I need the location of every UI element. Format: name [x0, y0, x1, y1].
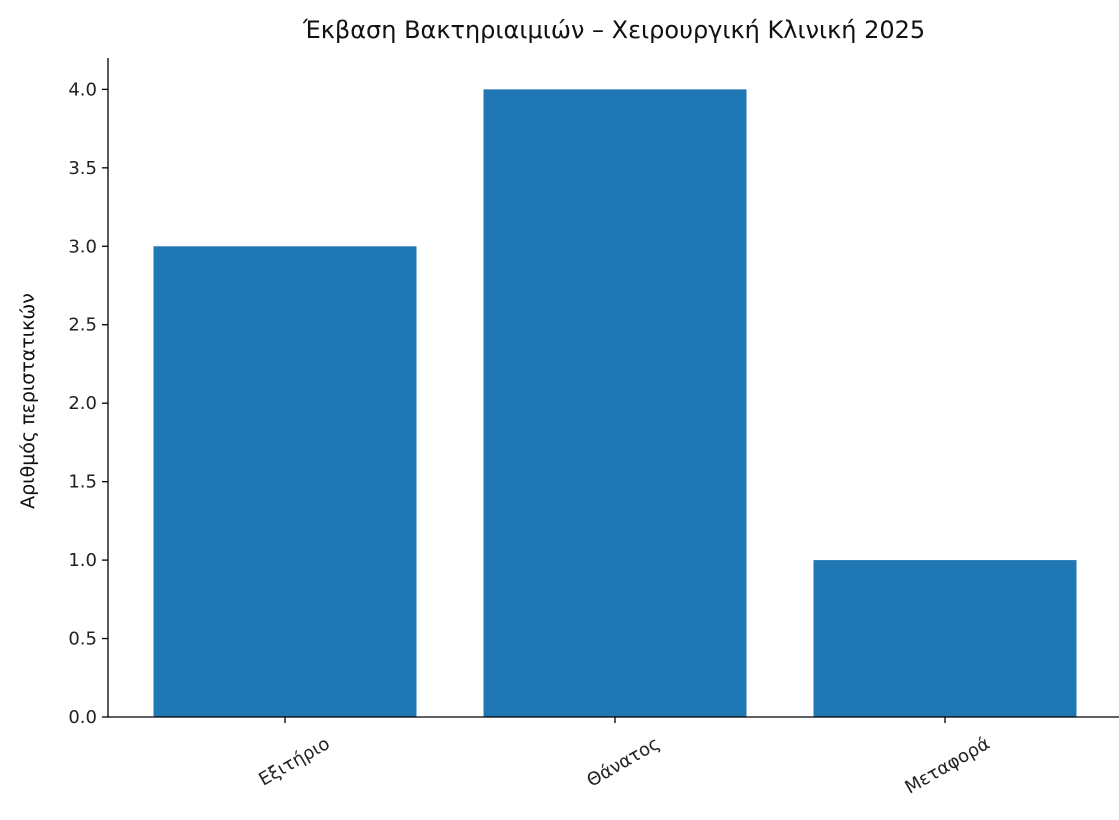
y-axis: 0.0 0.5 1.0 1.5 2.0 2.5 3.0 3.5 4.0	[68, 58, 109, 728]
y-tick-label: 3.5	[68, 158, 97, 179]
y-tick-label: 1.5	[68, 472, 97, 493]
chart-title: Έκβαση Βακτηριαιμιών – Χειρουργική Κλινι…	[302, 16, 925, 44]
y-tick-label: 0.0	[68, 707, 97, 728]
x-axis: Εξιτήριο Θάνατος Μεταφορά	[108, 716, 1119, 798]
x-tick-label: Θάνατος	[583, 733, 663, 791]
y-tick-label: 0.5	[68, 629, 97, 650]
x-tick-label: Μεταφορά	[901, 733, 993, 798]
bars-group	[153, 89, 1077, 718]
bar-3	[813, 560, 1077, 717]
y-tick-label: 4.0	[68, 79, 97, 100]
y-axis-title: Αριθμός περιστατικών	[17, 293, 39, 509]
bar-1	[153, 246, 417, 718]
y-tick-label: 2.0	[68, 393, 97, 414]
y-tick-label: 2.5	[68, 315, 97, 336]
y-tick-label: 1.0	[68, 550, 97, 571]
bar-2	[483, 89, 747, 717]
y-tick-label: 3.0	[68, 236, 97, 257]
x-tick-label: Εξιτήριο	[255, 733, 333, 790]
